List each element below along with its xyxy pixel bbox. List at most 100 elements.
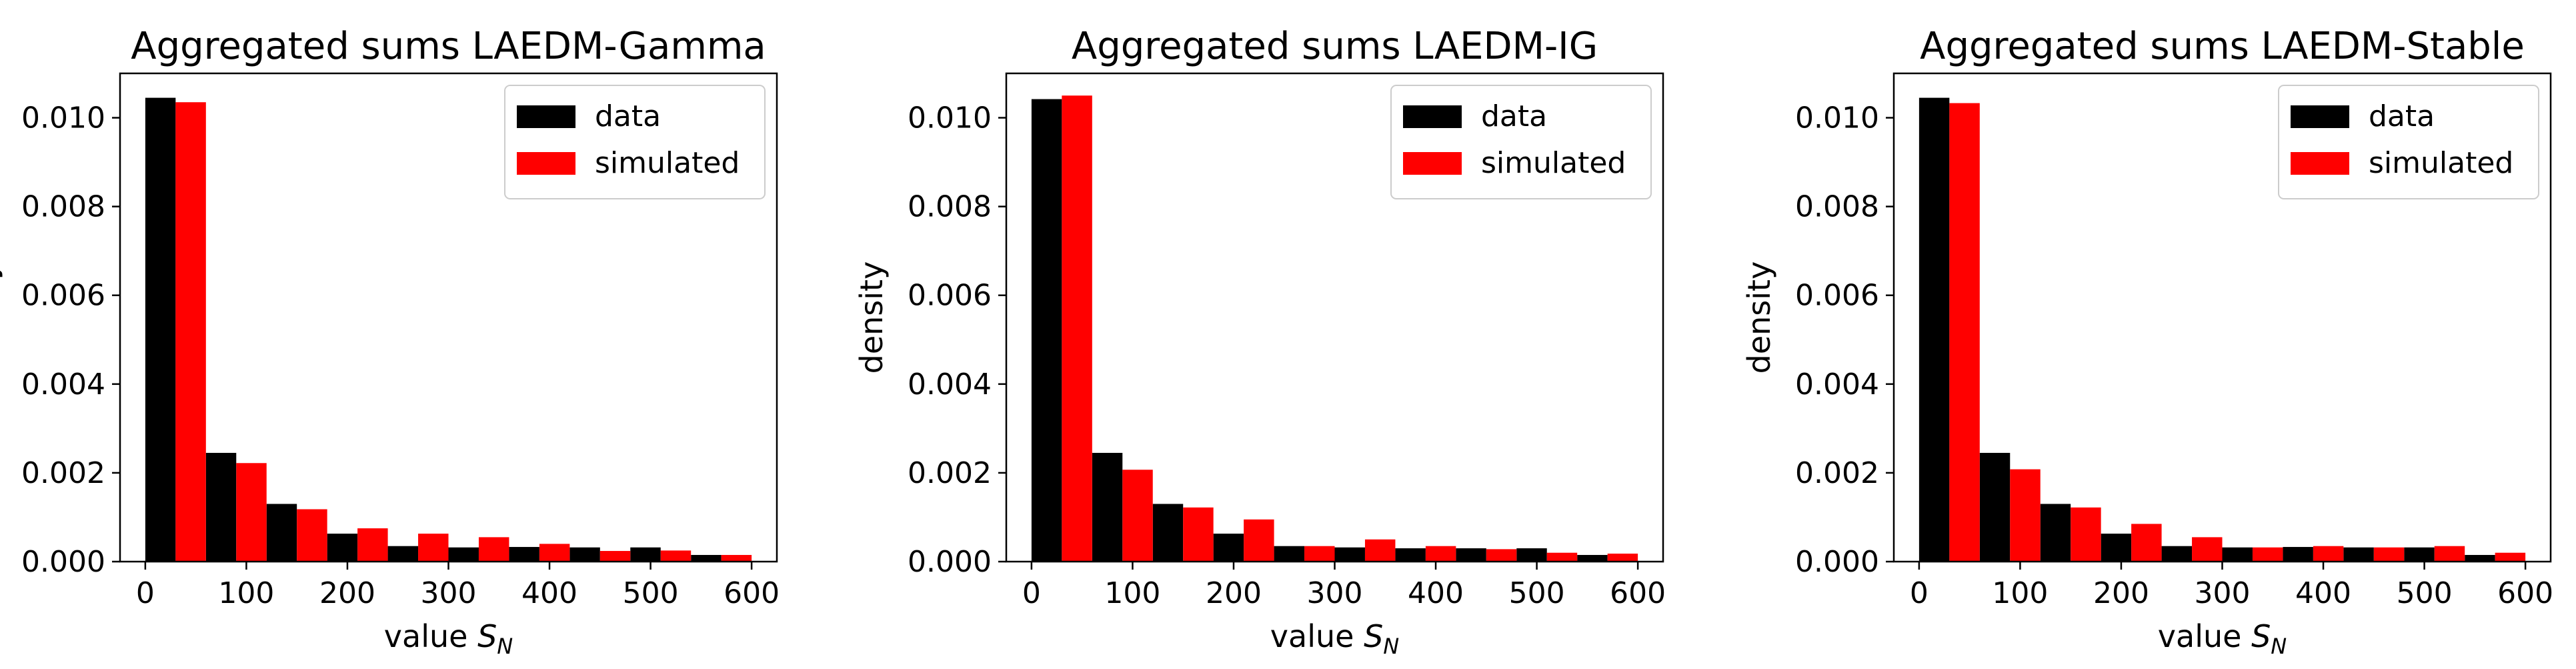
legend-swatch-data [2291, 105, 2349, 128]
x-tick-label: 500 [1509, 576, 1565, 610]
y-tick-label: 0.006 [21, 279, 105, 313]
y-tick-label: 0.004 [908, 368, 992, 402]
bar-simulated-5 [1304, 546, 1335, 562]
legend-label-simulated: simulated [1481, 146, 1626, 180]
bar-simulated-7 [1425, 546, 1456, 562]
legend-label-simulated: simulated [595, 146, 740, 180]
bar-simulated-10 [2495, 552, 2526, 562]
bar-data-10 [691, 555, 722, 562]
bar-data-10 [1577, 555, 1608, 562]
legend-swatch-simulated [517, 152, 575, 175]
bar-data-3 [266, 504, 297, 562]
bar-data-5 [1274, 546, 1305, 562]
y-tick-label: 0.002 [21, 456, 105, 490]
x-axis-label: value SN [384, 618, 513, 659]
x-tick-label: 300 [1307, 576, 1363, 610]
bar-simulated-5 [2192, 537, 2223, 562]
bar-data-10 [2465, 555, 2495, 562]
y-tick-label: 0.004 [1795, 368, 1879, 402]
x-axis-label: value SN [1270, 618, 1399, 659]
bar-simulated-7 [2313, 546, 2344, 562]
y-tick-label: 0.008 [21, 190, 105, 224]
bar-simulated-9 [660, 550, 692, 562]
x-tick-label: 300 [2195, 576, 2251, 610]
y-tick-label: 0.004 [21, 368, 105, 402]
y-tick-label: 0.000 [908, 545, 992, 579]
y-tick-label: 0.010 [21, 101, 105, 135]
legend-label-data: data [1481, 99, 1547, 133]
x-tick-label: 100 [1104, 576, 1160, 610]
bar-simulated-8 [1486, 549, 1517, 562]
bar-simulated-6 [1364, 539, 1396, 562]
chart-panel-2: Aggregated sums LAEDM-IG 0 100 200 300 400 500… [854, 25, 1666, 659]
x-tick-label: 600 [724, 576, 780, 610]
bar-data-1 [1031, 99, 1062, 562]
bar-simulated-8 [2373, 547, 2405, 562]
bar-simulated-4 [2131, 524, 2162, 562]
y-tick-label: 0.000 [21, 545, 105, 579]
bar-data-4 [327, 534, 358, 562]
x-tick-label: 400 [1408, 576, 1464, 610]
y-tick-label: 0.002 [908, 456, 992, 490]
x-tick-label: 0 [136, 576, 155, 610]
x-tick-label: 600 [1610, 576, 1666, 610]
chart-title: Aggregated sums LAEDM-Stable [1920, 25, 2525, 68]
bar-data-8 [1456, 548, 1486, 562]
legend: data simulated [504, 85, 766, 199]
y-tick-label: 0.010 [1795, 101, 1879, 135]
bar-data-5 [2161, 546, 2193, 562]
bar-data-2 [1979, 452, 2011, 562]
y-tick-label: 0.008 [908, 190, 992, 224]
bar-simulated-1 [1949, 103, 1980, 562]
bar-data-1 [145, 97, 176, 562]
x-tick-label: 100 [1992, 576, 2048, 610]
bar-data-1 [1918, 97, 1950, 562]
x-tick-label: 500 [623, 576, 679, 610]
x-axis-label: value SN [2158, 618, 2287, 659]
bar-simulated-7 [539, 544, 570, 562]
bar-data-5 [387, 546, 419, 562]
y-tick-label: 0.008 [1795, 190, 1879, 224]
bar-simulated-2 [1122, 470, 1153, 562]
chart-title: Aggregated sums LAEDM-IG [1072, 25, 1598, 68]
legend: data simulated [2278, 85, 2539, 199]
x-tick-label: 300 [421, 576, 477, 610]
bar-data-6 [2222, 547, 2253, 562]
x-tick-label: 600 [2497, 576, 2553, 610]
bar-data-4 [1213, 534, 1244, 562]
bar-simulated-2 [236, 463, 267, 562]
bar-simulated-9 [1546, 552, 1578, 562]
y-tick-label: 0.002 [1795, 456, 1879, 490]
y-axis-label: density [1741, 261, 1777, 374]
bar-simulated-5 [418, 534, 449, 562]
legend-label-data: data [2369, 99, 2435, 133]
bar-data-8 [2343, 547, 2374, 562]
x-tick-label: 400 [2295, 576, 2351, 610]
bar-simulated-10 [1607, 554, 1638, 562]
bar-data-9 [2404, 547, 2435, 562]
bar-simulated-4 [1244, 519, 1274, 562]
y-tick-label: 0.006 [908, 279, 992, 313]
legend: data simulated [1390, 85, 1652, 199]
y-tick-label: 0.010 [908, 101, 992, 135]
y-axis-label: density [0, 261, 3, 374]
chart-panel-1: Aggregated sums LAEDM-Gamma 0 100 200 300 400… [0, 25, 780, 659]
x-tick-label: 0 [1910, 576, 1928, 610]
bar-data-8 [569, 547, 600, 562]
legend-swatch-simulated [1403, 152, 1462, 175]
bar-simulated-6 [2252, 547, 2283, 562]
bar-simulated-3 [1183, 507, 1214, 562]
bar-simulated-1 [1062, 95, 1092, 562]
bar-data-2 [205, 452, 237, 562]
bar-simulated-2 [2010, 469, 2041, 562]
bar-data-3 [2040, 504, 2071, 562]
bar-simulated-4 [357, 528, 388, 562]
legend-swatch-simulated [2291, 152, 2349, 175]
bar-simulated-6 [478, 537, 509, 562]
x-tick-label: 100 [218, 576, 274, 610]
legend-label-simulated: simulated [2369, 146, 2513, 180]
bar-data-6 [448, 547, 479, 562]
bar-simulated-8 [599, 551, 631, 562]
bar-simulated-3 [297, 509, 327, 562]
